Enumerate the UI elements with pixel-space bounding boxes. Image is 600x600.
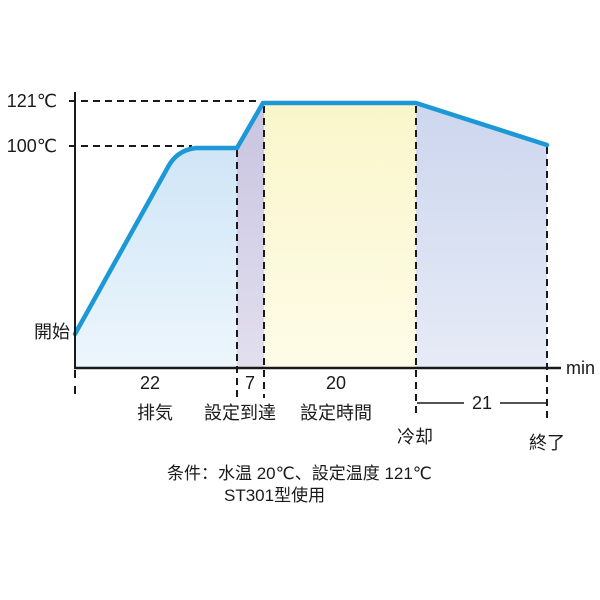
phase-label-cool: 冷却	[397, 427, 433, 447]
phase-label-reach: 設定到達	[204, 403, 276, 423]
end-label: 終了	[529, 433, 565, 453]
temperature-curve	[72, 100, 550, 337]
duration-exhaust: 22	[140, 373, 160, 393]
y-tick-121: 121℃	[7, 91, 57, 111]
y-tick-100: 100℃	[7, 136, 57, 156]
hold-phase-area	[264, 103, 416, 368]
phase-label-hold: 設定時間	[300, 403, 372, 423]
duration-reach: 7	[245, 373, 255, 393]
unit-label: min	[566, 358, 595, 378]
condition-note-line2: ST301型使用	[224, 485, 325, 505]
cool-phase-area	[416, 103, 547, 368]
duration-cool: 21	[472, 393, 492, 413]
exhaust-phase-area	[75, 148, 237, 368]
duration-hold: 20	[326, 373, 346, 393]
reach-phase-area	[237, 104, 264, 368]
start-label: 開始	[34, 322, 70, 342]
phase-label-exhaust: 排気	[137, 403, 173, 423]
condition-note-line1: 条件：水温 20℃、設定温度 121℃	[167, 464, 432, 483]
